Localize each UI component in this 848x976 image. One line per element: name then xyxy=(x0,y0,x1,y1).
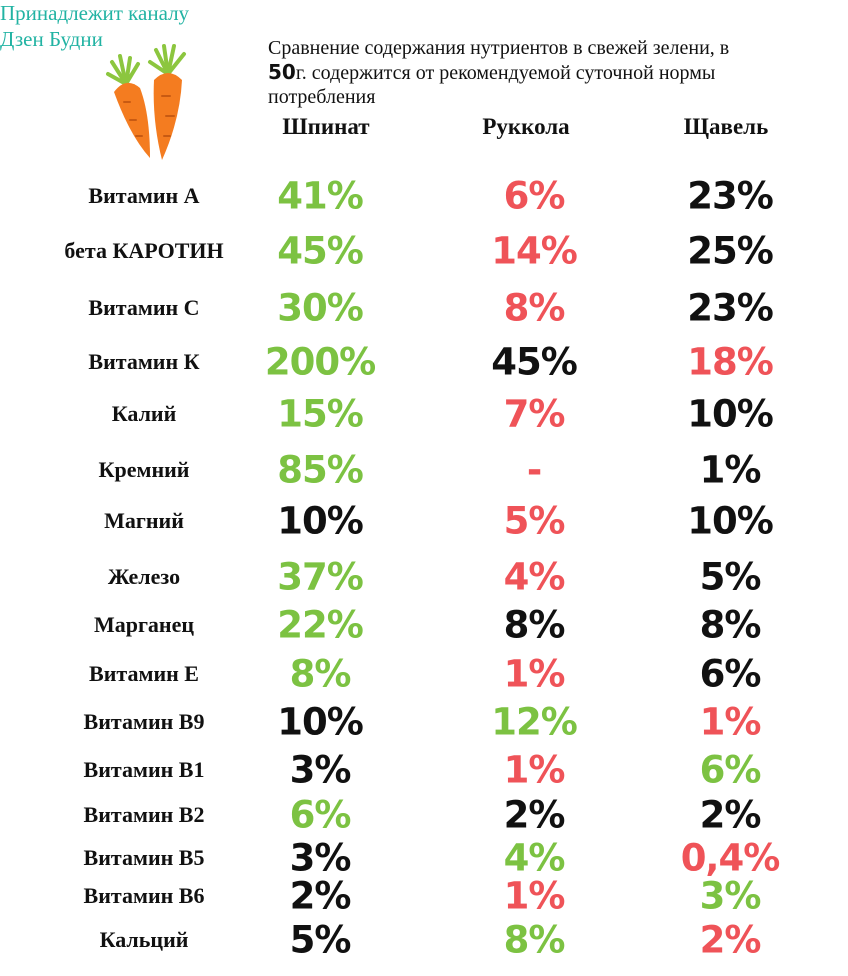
column-header-arugula: Руккола xyxy=(482,114,570,139)
channel-credit: Принадлежит каналу Дзен Будни xyxy=(0,0,189,52)
spinach-value: 8% xyxy=(289,652,352,696)
column-header-spinach: Шпинат xyxy=(282,114,370,139)
spinach-value: 22% xyxy=(277,603,364,647)
spinach-value: 30% xyxy=(277,286,364,330)
spinach-value: 37% xyxy=(277,555,364,599)
arugula-value: 14% xyxy=(491,229,578,273)
table-row: Марганец 22% 8% 8% xyxy=(0,601,848,649)
table-row: Витамин В2 6% 2% 2% xyxy=(0,791,848,839)
table-row: Витамин В6 2% 1% 3% xyxy=(0,872,848,920)
sorrel-value: 10% xyxy=(687,392,774,436)
arugula-value: 12% xyxy=(491,700,578,744)
credit-line-1: Принадлежит каналу xyxy=(0,1,190,25)
sorrel-value: 23% xyxy=(687,174,774,218)
credit-line-2: Дзен Будни xyxy=(0,27,103,51)
arugula-value: 1% xyxy=(503,874,566,918)
table-row: Калий 15% 7% 10% xyxy=(0,390,848,438)
sorrel-value: 0,4% xyxy=(680,836,781,880)
sorrel-value: 10% xyxy=(687,499,774,543)
nutrient-label: Калий xyxy=(111,401,177,426)
arugula-value: 1% xyxy=(503,652,566,696)
nutrient-label: Витамин В2 xyxy=(83,802,205,827)
arugula-value: 2% xyxy=(503,793,566,837)
spinach-value: 6% xyxy=(289,793,352,837)
table-row: Кальций 5% 8% 2% xyxy=(0,916,848,964)
nutrient-label: Витамин В9 xyxy=(83,709,205,734)
page-subtitle: Сравнение содержания нутриентов в свежей… xyxy=(268,36,838,109)
nutrient-label: Витамин В1 xyxy=(83,757,205,782)
nutrient-label: Витамин А xyxy=(88,183,200,208)
spinach-value: 15% xyxy=(277,392,364,436)
nutrient-label: Марганец xyxy=(93,612,195,637)
nutrient-label: Магний xyxy=(104,508,184,533)
table-row: Магний 10% 5% 10% xyxy=(0,497,848,545)
sorrel-value: 1% xyxy=(699,448,762,492)
sorrel-value: 8% xyxy=(699,603,762,647)
spinach-value: 10% xyxy=(277,700,364,744)
arugula-value: 8% xyxy=(503,603,566,647)
spinach-value: 5% xyxy=(289,918,352,962)
spinach-value: 200% xyxy=(264,340,376,384)
sorrel-value: 2% xyxy=(699,918,762,962)
spinach-value: 3% xyxy=(289,748,352,792)
spinach-value: 10% xyxy=(277,499,364,543)
sorrel-value: 18% xyxy=(687,340,774,384)
sorrel-value: 25% xyxy=(687,229,774,273)
sorrel-value: 6% xyxy=(699,748,762,792)
arugula-value: 4% xyxy=(503,836,566,880)
arugula-value: 8% xyxy=(503,286,566,330)
table-row: Железо 37% 4% 5% xyxy=(0,553,848,601)
nutrient-label: Витамин Е xyxy=(89,661,199,686)
nutrient-label: Железо xyxy=(107,564,181,589)
carrots-icon xyxy=(106,44,186,160)
nutrient-label: Витамин В6 xyxy=(83,883,205,908)
table-row: Витамин К 200% 45% 18% xyxy=(0,338,848,386)
arugula-value: 4% xyxy=(503,555,566,599)
spinach-value: 41% xyxy=(277,174,364,218)
nutrient-label: Кремний xyxy=(98,457,190,482)
arugula-value: 7% xyxy=(503,392,566,436)
arugula-value: 8% xyxy=(503,918,566,962)
nutrient-label: Витамин К xyxy=(88,349,200,374)
table-row: бета КАРОТИН 45% 14% 25% xyxy=(0,227,848,275)
nutrient-label: бета КАРОТИН xyxy=(64,238,224,263)
sorrel-value: 5% xyxy=(699,555,762,599)
subtitle-line-2-text: г. содержится от рекомендуемой суточной … xyxy=(295,62,716,84)
arugula-value: 5% xyxy=(503,499,566,543)
subtitle-line-3: потребления xyxy=(268,86,376,108)
spinach-value: 3% xyxy=(289,836,352,880)
subtitle-line-2: 50г. содержится от рекомендуемой суточно… xyxy=(268,60,838,85)
arugula-value: 1% xyxy=(503,748,566,792)
sorrel-value: 2% xyxy=(699,793,762,837)
table-row: Витамин А 41% 6% 23% xyxy=(0,172,848,220)
arugula-value: 45% xyxy=(491,340,578,384)
nutrient-label: Витамин В5 xyxy=(83,845,205,870)
spinach-value: 45% xyxy=(277,229,364,273)
arugula-value: - xyxy=(526,448,542,492)
sorrel-value: 6% xyxy=(699,652,762,696)
column-header-sorrel: Щавель xyxy=(683,114,769,139)
table-row: Витамин С 30% 8% 23% xyxy=(0,284,848,332)
arugula-value: 6% xyxy=(503,174,566,218)
sorrel-value: 3% xyxy=(699,874,762,918)
sorrel-value: 1% xyxy=(699,700,762,744)
spinach-value: 2% xyxy=(289,874,352,918)
table-row: Витамин В1 3% 1% 6% xyxy=(0,746,848,794)
table-row: Витамин В9 10% 12% 1% xyxy=(0,698,848,746)
nutrient-label: Кальций xyxy=(99,927,189,952)
table-row: Кремний 85% - 1% xyxy=(0,446,848,494)
table-row: Витамин В5 3% 4% 0,4% xyxy=(0,834,848,882)
spinach-value: 85% xyxy=(277,448,364,492)
subtitle-weight: 50 xyxy=(268,60,296,84)
sorrel-value: 23% xyxy=(687,286,774,330)
subtitle-line-1: Сравнение содержания нутриентов в свежей… xyxy=(268,37,730,59)
table-row: Витамин Е 8% 1% 6% xyxy=(0,650,848,698)
nutrient-label: Витамин С xyxy=(88,295,200,320)
